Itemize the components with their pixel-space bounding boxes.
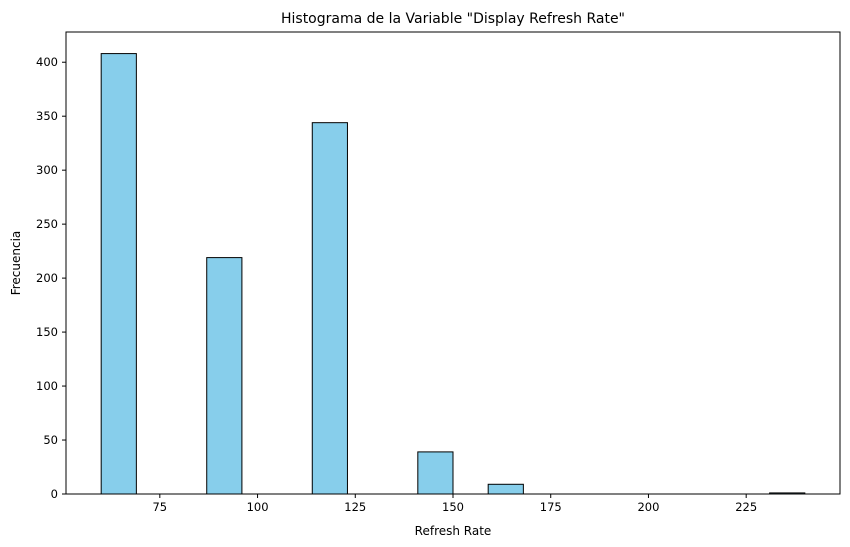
histogram-bar: [100, 53, 137, 495]
y-axis-label: Frecuencia: [9, 231, 23, 296]
x-tick-label: 225: [735, 500, 757, 514]
x-tick-label: 175: [540, 500, 562, 514]
x-tick-label: 150: [442, 500, 464, 514]
y-tick-label: 350: [36, 109, 58, 123]
chart-title: Histograma de la Variable "Display Refre…: [281, 11, 625, 27]
y-tick-label: 100: [36, 379, 58, 393]
histogram-bar: [417, 451, 454, 495]
x-tick-label: 100: [247, 500, 269, 514]
x-tick-label: 200: [637, 500, 659, 514]
histogram-bar: [311, 122, 348, 495]
x-tick-label: 75: [152, 500, 167, 514]
x-axis-label: Refresh Rate: [415, 524, 492, 538]
y-tick-label: 50: [43, 433, 58, 447]
y-tick-label: 0: [51, 487, 58, 501]
bars-group: [100, 53, 806, 495]
histogram-bar: [206, 257, 243, 495]
y-tick-label: 250: [36, 217, 58, 231]
y-axis-ticks: 0 50 100 150 200 250 300 350 400: [36, 55, 66, 501]
y-tick-label: 150: [36, 325, 58, 339]
y-tick-label: 200: [36, 271, 58, 285]
histogram-bar: [487, 483, 524, 495]
plot-frame: [65, 31, 841, 495]
y-tick-label: 400: [36, 55, 58, 69]
x-axis-ticks: 75 100 125 150 175 200 225: [152, 494, 757, 514]
x-tick-label: 125: [344, 500, 366, 514]
y-tick-label: 300: [36, 163, 58, 177]
